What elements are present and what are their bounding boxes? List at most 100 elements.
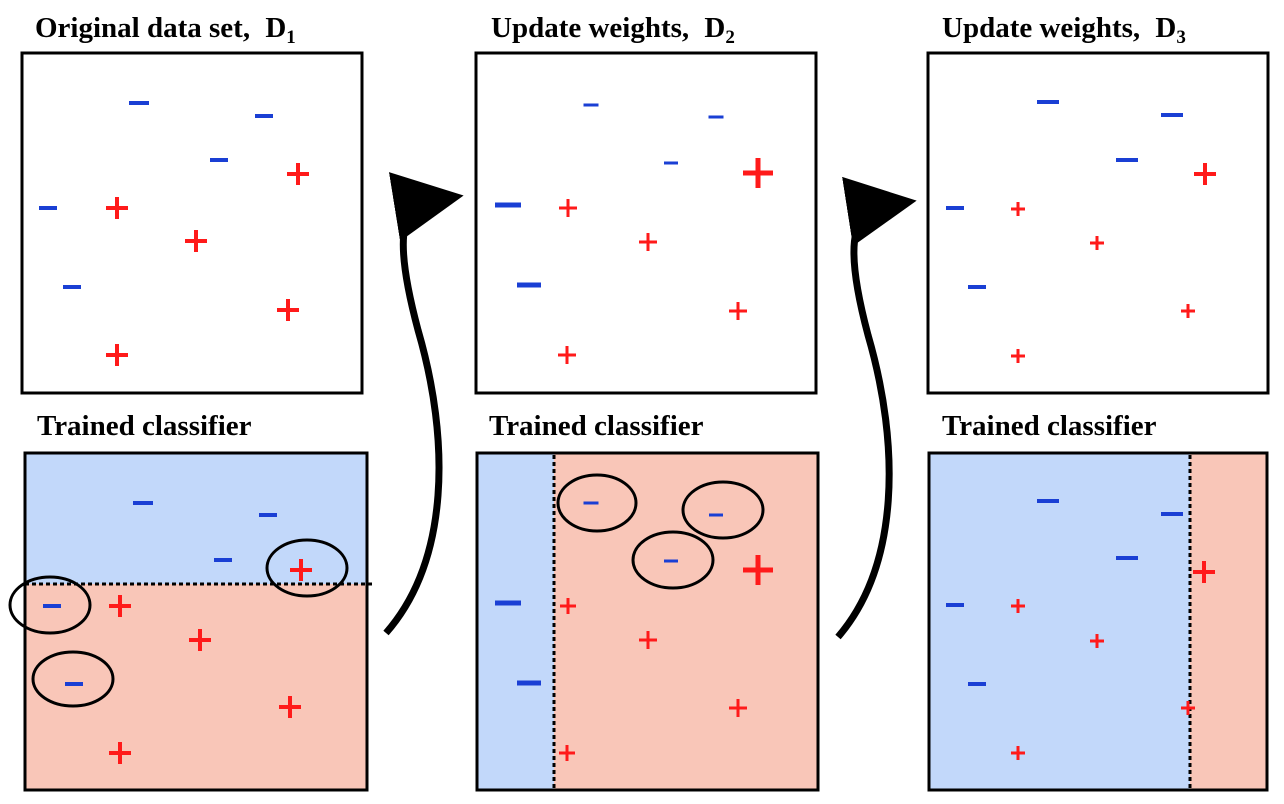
positive-sample-d2 [639,233,657,251]
negative-sample-c3 [1161,512,1183,516]
positive-sample-d1 [106,197,128,219]
positive-sample-d1 [277,299,299,321]
positive-sample-d3 [1194,163,1216,185]
dataset-3-symbol: D3 [1155,12,1185,48]
negative-sample-c1 [259,513,277,517]
classifier-3-frame [927,451,1269,792]
misclassified-circle [681,480,765,540]
classifier-1-positive-region [25,584,367,790]
positive-sample-d1 [287,163,309,185]
negative-sample-c1 [43,604,61,608]
negative-sample-d3 [946,206,964,210]
negative-sample-d1 [39,206,57,210]
positive-sample-c3 [1011,599,1025,613]
classifier-1-frame [23,451,369,792]
positive-sample-c2 [729,699,747,717]
positive-sample-c1 [279,696,301,718]
negative-sample-d2 [495,202,521,208]
misclassified-circle [31,650,115,708]
negative-sample-c2 [495,600,521,606]
positive-sample-c2 [560,598,576,614]
negative-sample-d3 [1161,113,1183,117]
misclassified-circle [265,538,349,598]
classifier-3-regions [929,453,1267,790]
dataset-2-symbol: D2 [704,12,734,48]
positive-sample-d1 [106,344,128,366]
misclassified-circle [8,575,92,635]
negative-sample-d1 [63,285,81,289]
positive-sample-d2 [558,346,576,364]
classifier-2-regions [477,453,818,790]
classifier-3-negative-region [929,453,1190,790]
classifier-2-negative-region [477,453,554,790]
positive-sample-c3 [1011,746,1025,760]
negative-sample-d2 [517,282,541,288]
positive-sample-d2 [559,199,577,217]
positive-sample-c2 [639,631,657,649]
dataset-1-frame [20,51,364,395]
classifier-3-positive-region [1190,453,1267,790]
dataset-3-title-text: Update weights, [942,12,1141,44]
negative-sample-c3 [946,603,964,607]
dataset-1-subscript: 1 [286,27,296,48]
negative-sample-c1 [133,501,153,505]
classifier-3-label: Trained classifier [942,410,1157,442]
positive-sample-c1 [109,595,131,617]
dataset-2-frame [474,51,818,395]
negative-sample-c1 [214,558,232,562]
classifier-2-frame [475,451,820,792]
classifier-1-negative-region [25,453,367,584]
dataset-1-symbol: D1 [265,12,295,48]
negative-sample-d3 [968,285,986,289]
classifier-2-label: Trained classifier [489,410,704,442]
positive-sample-d3 [1011,202,1025,216]
dataset-2-title: Update weights, D2 [491,12,735,48]
negative-sample-c2 [583,501,599,505]
negative-sample-d2 [583,103,599,107]
positive-sample-c3 [1193,561,1215,583]
positive-sample-d3 [1090,236,1104,250]
negative-sample-d2 [708,115,724,119]
negative-sample-c2 [709,513,723,517]
positive-sample-d1 [185,230,207,252]
positive-sample-c1 [290,559,312,581]
classifier-2-positive-region [554,453,818,790]
misclassified-circle [631,530,715,590]
flow-arrow-2 [835,176,917,640]
dataset-3-symbol-letter: D [1155,12,1177,44]
positive-sample-d2 [729,302,747,320]
dataset-3-frame [926,51,1270,395]
negative-sample-d1 [210,158,228,162]
dataset-2-symbol-letter: D [704,12,726,44]
negative-sample-d3 [1116,158,1138,162]
dataset-3-subscript: 3 [1176,27,1186,48]
positive-sample-c3 [1090,634,1104,648]
negative-sample-d2 [664,161,678,165]
negative-sample-c2 [664,559,678,563]
negative-sample-d3 [1037,100,1059,104]
negative-sample-c3 [968,682,986,686]
positive-sample-c1 [109,742,131,764]
dataset-3-title: Update weights, D3 [942,12,1186,48]
positive-sample-d2 [743,158,773,188]
dataset-1-title: Original data set, D1 [35,12,296,48]
negative-sample-c3 [1116,556,1138,560]
dataset-1-title-text: Original data set, [35,12,251,44]
positive-sample-c1 [189,629,211,651]
negative-sample-c1 [65,682,83,686]
positive-sample-c3 [1181,701,1195,715]
classifier-1-regions [25,453,367,790]
negative-sample-c2 [517,680,541,686]
misclassified-circle [556,473,638,533]
sample-marks [39,100,1216,764]
dataset-1-symbol-letter: D [265,12,287,44]
positive-sample-d3 [1181,304,1195,318]
flow-arrow-1 [383,172,464,636]
dataset-2-subscript: 2 [725,27,735,48]
negative-sample-d1 [129,101,149,105]
positive-sample-c2 [559,745,575,761]
positive-sample-d3 [1011,349,1025,363]
negative-sample-c3 [1037,499,1059,503]
classifier-1-label: Trained classifier [37,410,252,442]
